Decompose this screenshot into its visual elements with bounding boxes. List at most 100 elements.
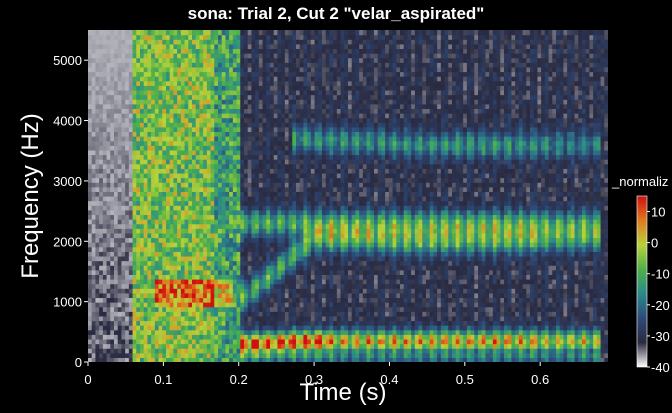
spectrogram-cell bbox=[140, 334, 145, 340]
spectrogram-cell bbox=[140, 168, 145, 174]
spectrogram-cell bbox=[218, 57, 223, 63]
spectrogram-cell bbox=[195, 205, 201, 211]
spectrogram-cell bbox=[232, 186, 238, 192]
spectrogram-cell bbox=[214, 62, 219, 68]
spectrogram-cell bbox=[128, 352, 134, 358]
spectrogram-cell bbox=[284, 279, 290, 285]
spectrogram-cell bbox=[188, 274, 193, 280]
spectrogram-cell bbox=[125, 325, 130, 331]
spectrogram-cell bbox=[147, 159, 152, 165]
spectrogram-cell bbox=[240, 214, 245, 220]
spectrogram-cell bbox=[336, 297, 342, 303]
spectrogram-cell bbox=[106, 80, 111, 86]
spectrogram-cell bbox=[188, 196, 193, 202]
spectrogram-cell bbox=[88, 108, 93, 114]
spectrogram-cell bbox=[262, 108, 267, 114]
spectrogram-cell bbox=[117, 237, 123, 243]
spectrogram-cell bbox=[117, 191, 123, 197]
spectrogram-cell bbox=[236, 103, 241, 109]
spectrogram-cell bbox=[344, 357, 349, 362]
spectrogram-cell bbox=[140, 57, 145, 63]
spectrogram-cell bbox=[88, 182, 93, 188]
spectrogram-cell bbox=[288, 113, 293, 119]
spectrogram-cell bbox=[303, 89, 308, 96]
spectrogram-cell bbox=[221, 30, 227, 36]
spectrogram-cell bbox=[344, 315, 349, 322]
spectrogram-cell bbox=[236, 177, 241, 183]
spectrogram-cell bbox=[270, 103, 275, 109]
spectrogram-cell bbox=[114, 149, 119, 156]
spectrogram-cell bbox=[270, 209, 275, 216]
spectrogram-cell bbox=[154, 343, 160, 349]
spectrogram-cell bbox=[147, 242, 152, 248]
spectrogram-cell bbox=[177, 136, 182, 142]
spectrogram-cell bbox=[95, 348, 100, 354]
spectrogram-cell bbox=[110, 228, 115, 234]
spectrogram-cell bbox=[296, 172, 301, 179]
spectrogram-cell bbox=[296, 260, 301, 266]
spectrogram-cell bbox=[169, 163, 175, 169]
spectrogram-cell bbox=[329, 71, 334, 77]
spectrogram-cell bbox=[336, 325, 342, 331]
spectrogram-cell bbox=[340, 265, 345, 271]
spectrogram-cell bbox=[99, 205, 104, 211]
spectrogram-cell bbox=[303, 311, 308, 317]
spectrogram-cell bbox=[91, 57, 97, 63]
spectrogram-cell bbox=[232, 191, 238, 197]
spectrogram-cell bbox=[310, 131, 316, 137]
spectrogram-cell bbox=[218, 306, 223, 312]
spectrogram-cell bbox=[270, 154, 275, 160]
spectrogram-cell bbox=[218, 219, 223, 225]
spectrogram-cell bbox=[258, 94, 264, 100]
spectrogram-cell bbox=[251, 302, 256, 308]
spectrogram-cell bbox=[310, 209, 316, 216]
spectrogram-cell bbox=[247, 163, 253, 169]
spectrogram-cell bbox=[143, 338, 149, 345]
spectrogram-cell bbox=[281, 306, 286, 312]
spectrogram-cell bbox=[299, 223, 305, 229]
spectrogram-cell bbox=[206, 269, 212, 275]
spectrogram-cell bbox=[340, 311, 345, 317]
spectrogram-cell bbox=[258, 182, 264, 188]
spectrogram-cell bbox=[344, 237, 349, 243]
spectrogram-cell bbox=[262, 279, 267, 285]
spectrogram-cell bbox=[281, 274, 286, 280]
spectrogram-cell bbox=[195, 260, 201, 266]
spectrogram-cell bbox=[110, 117, 115, 123]
spectrogram-cell bbox=[210, 163, 215, 169]
spectrogram-cell bbox=[318, 196, 323, 202]
spectrogram-cell bbox=[277, 57, 282, 63]
spectrogram-cell bbox=[151, 136, 156, 142]
spectrogram-cell bbox=[247, 255, 253, 262]
spectrogram-cell bbox=[270, 334, 275, 340]
spectrogram-cell bbox=[270, 168, 275, 174]
spectrogram-cell bbox=[281, 145, 286, 151]
spectrogram-cell bbox=[136, 57, 141, 63]
spectrogram-cell bbox=[340, 297, 345, 303]
spectrogram-cell bbox=[177, 209, 182, 216]
spectrogram-cell bbox=[284, 108, 290, 114]
spectrogram-cell bbox=[128, 232, 134, 239]
spectrogram-cell bbox=[214, 94, 219, 100]
spectrogram-cell bbox=[132, 338, 137, 345]
spectrogram-cell bbox=[151, 159, 156, 165]
spectrogram-cell bbox=[296, 71, 301, 77]
spectrogram-cell bbox=[162, 71, 167, 77]
spectrogram-cell bbox=[151, 352, 156, 358]
spectrogram-cell bbox=[88, 338, 93, 345]
spectrogram-cell bbox=[117, 329, 123, 335]
spectrogram-cell bbox=[173, 80, 178, 86]
spectrogram-cell bbox=[303, 140, 308, 146]
spectrogram-cell bbox=[314, 108, 319, 114]
spectrogram-cell bbox=[310, 39, 316, 45]
spectrogram-cell bbox=[284, 99, 290, 105]
spectrogram-cell bbox=[307, 131, 312, 137]
spectrogram-cell bbox=[277, 223, 282, 229]
spectrogram-cell bbox=[292, 113, 297, 119]
spectrogram-cell bbox=[336, 302, 342, 308]
spectrogram-cell bbox=[229, 209, 234, 216]
spectrogram-cell bbox=[136, 66, 141, 73]
spectrogram-cell bbox=[314, 57, 319, 63]
spectrogram-cell bbox=[303, 352, 308, 358]
spectrogram-cell bbox=[102, 57, 108, 63]
